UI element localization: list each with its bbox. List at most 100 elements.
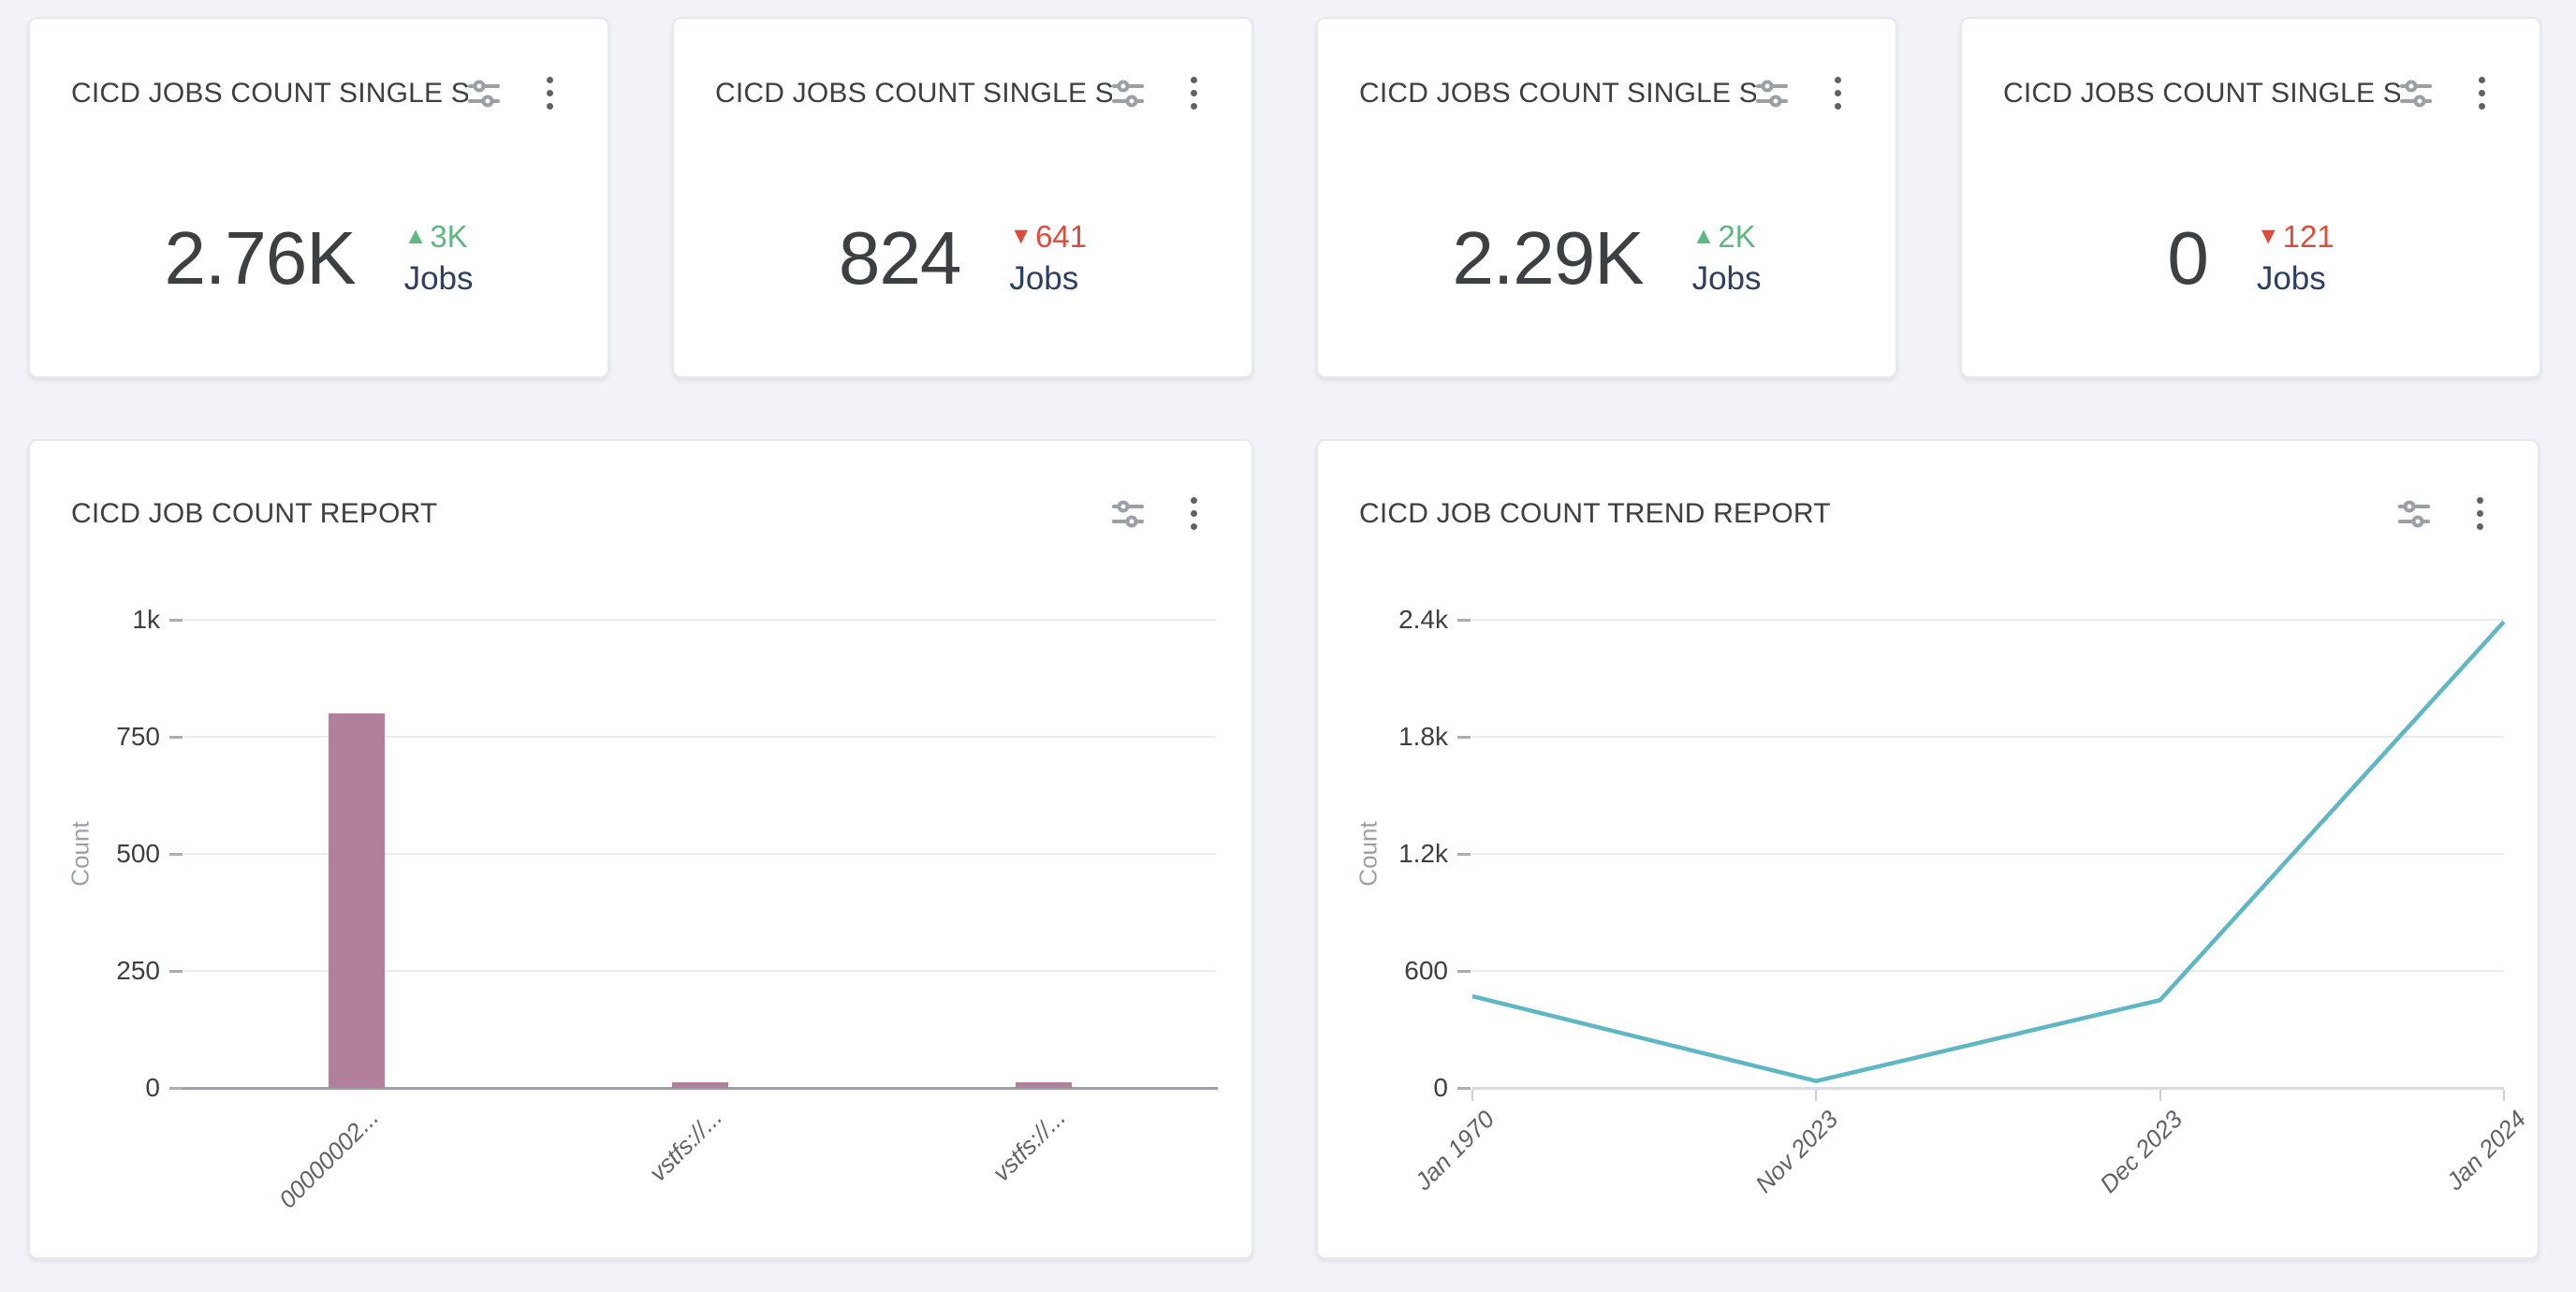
filter-sliders-button[interactable] <box>1112 79 1144 109</box>
y-tick-label: 250 <box>116 956 160 985</box>
kebab-menu-button[interactable] <box>1187 73 1201 113</box>
sliders-icon <box>2400 80 2432 107</box>
stat-value-row: 0 ▼ 121 Jobs <box>1962 216 2539 300</box>
trend-line-svg <box>1471 620 2506 1083</box>
kebab-menu-button[interactable] <box>1831 73 1845 113</box>
kebab-dot <box>2477 523 2483 530</box>
y-axis-tick <box>169 1087 183 1090</box>
y-tick-label: 500 <box>116 839 160 868</box>
gridline <box>184 970 1216 972</box>
sliders-icon <box>2398 500 2430 527</box>
kebab-dot <box>2479 103 2485 110</box>
stat-side-column: ▼ 121 Jobs <box>2257 218 2334 299</box>
x-category-label: 00000002... <box>272 1103 384 1214</box>
kebab-dot <box>1191 77 1197 83</box>
stat-card-3: CICD JOBS COUNT SINGLE S... <box>1316 17 1897 378</box>
y-tick-label: 0 <box>1433 1073 1448 1102</box>
gridline <box>184 853 1216 855</box>
stat-value: 2.29K <box>1452 216 1645 300</box>
kebab-dot <box>547 90 553 96</box>
gridline <box>1472 970 2504 972</box>
y-tick-label: 1k <box>132 605 160 634</box>
card-title: CICD JOBS COUNT SINGLE S... <box>2003 77 2400 109</box>
x-category-label: Dec 2023 <box>2093 1105 2188 1198</box>
stat-value-row: 824 ▼ 641 Jobs <box>674 217 1251 299</box>
kebab-dot <box>2479 90 2485 96</box>
filter-sliders-button[interactable] <box>1756 79 1788 109</box>
bar-chart-panel: CICD JOB COUNT REPORT Count 1k <box>28 439 1253 1259</box>
card-title: CICD JOBS COUNT SINGLE S... <box>715 77 1112 109</box>
stat-value: 0 <box>2167 216 2208 300</box>
gridline <box>1472 619 2504 621</box>
sliders-icon <box>1112 500 1144 527</box>
x-category-label: vstfs://... <box>987 1103 1072 1187</box>
stat-side-column: ▲ 3K Jobs <box>404 218 474 299</box>
y-axis-tick <box>1457 1087 1471 1090</box>
y-tick-label: 2.4k <box>1398 605 1448 634</box>
trend-line[interactable] <box>1471 620 2506 1083</box>
delta-arrow-icon: ▼ <box>2256 223 2280 250</box>
x-axis-tick <box>1815 1090 1818 1101</box>
filter-sliders-button[interactable] <box>468 79 500 109</box>
stat-card-2: CICD JOBS COUNT SINGLE S... <box>672 17 1253 378</box>
filter-sliders-button[interactable] <box>1112 499 1144 529</box>
x-category-label: Nov 2023 <box>1749 1105 1844 1198</box>
panel-header: CICD JOB COUNT REPORT <box>30 441 1251 534</box>
gridline <box>1472 853 2504 855</box>
panel-title: CICD JOB COUNT REPORT <box>71 497 438 529</box>
bar-1[interactable] <box>672 1082 728 1088</box>
kebab-dot <box>1191 103 1197 110</box>
stat-value: 2.76K <box>164 216 357 300</box>
stat-delta: ▼ 121 <box>2257 218 2334 256</box>
filter-sliders-button[interactable] <box>2400 79 2432 109</box>
delta-value: 641 <box>1035 219 1088 255</box>
card-title: CICD JOBS COUNT SINGLE S... <box>1359 77 1756 109</box>
y-axis-tick <box>1457 619 1471 622</box>
bar-chart: Count 1k 750 500 250 0 00000002... vstfs://... v… <box>30 441 1251 1257</box>
gridline <box>1472 736 2504 738</box>
card-title: CICD JOBS COUNT SINGLE S... <box>71 77 468 109</box>
stat-delta: ▲ 2K <box>1692 218 1756 256</box>
card-header: CICD JOBS COUNT SINGLE S... <box>30 19 607 113</box>
stat-value-row: 2.29K ▲ 2K Jobs <box>1318 216 1895 300</box>
kebab-dot <box>1191 510 1197 517</box>
x-axis-tick <box>2159 1090 2161 1101</box>
x-axis-line <box>183 1087 1218 1090</box>
kebab-menu-button[interactable] <box>1187 493 1201 534</box>
gridline <box>184 736 1216 738</box>
bar-0[interactable] <box>328 713 385 1088</box>
y-tick-label: 1.8k <box>1398 722 1448 751</box>
sliders-icon <box>1112 80 1144 107</box>
card-header: CICD JOBS COUNT SINGLE S... <box>1318 19 1895 113</box>
y-tick-label: 600 <box>1404 956 1448 985</box>
y-tick-label: 1.2k <box>1398 839 1448 868</box>
y-axis-tick <box>169 619 183 622</box>
kebab-menu-button[interactable] <box>2475 73 2489 113</box>
sliders-icon <box>468 80 500 107</box>
kebab-dot <box>2479 77 2485 83</box>
kebab-dot <box>1191 523 1197 530</box>
stat-card-1: CICD JOBS COUNT SINGLE S... <box>28 17 609 378</box>
x-category-label: Jan 1970 <box>1409 1105 1500 1196</box>
chart-panels-row: CICD JOB COUNT REPORT Count 1k <box>28 439 2539 1259</box>
delta-value: 3K <box>430 219 468 255</box>
kebab-menu-button[interactable] <box>2473 493 2487 534</box>
stat-side-column: ▲ 2K Jobs <box>1692 218 1762 299</box>
kebab-menu-button[interactable] <box>543 73 557 113</box>
sliders-icon <box>1756 80 1788 107</box>
card-header: CICD JOBS COUNT SINGLE S... <box>1962 19 2539 113</box>
x-axis-tick <box>2503 1090 2505 1101</box>
stat-delta: ▼ 641 <box>1009 218 1087 256</box>
y-tick-label: 0 <box>145 1073 160 1102</box>
y-axis-tick <box>1457 853 1471 856</box>
gridline <box>184 619 1216 621</box>
filter-sliders-button[interactable] <box>2398 499 2430 529</box>
stat-value-row: 2.76K ▲ 3K Jobs <box>30 216 607 300</box>
y-tick-label: 750 <box>116 722 160 751</box>
stat-side-column: ▼ 641 Jobs <box>1009 218 1087 299</box>
y-axis-tick <box>1457 736 1471 739</box>
bar-2[interactable] <box>1016 1082 1073 1088</box>
delta-arrow-icon: ▲ <box>1691 223 1716 250</box>
stat-unit: Jobs <box>1009 259 1079 297</box>
